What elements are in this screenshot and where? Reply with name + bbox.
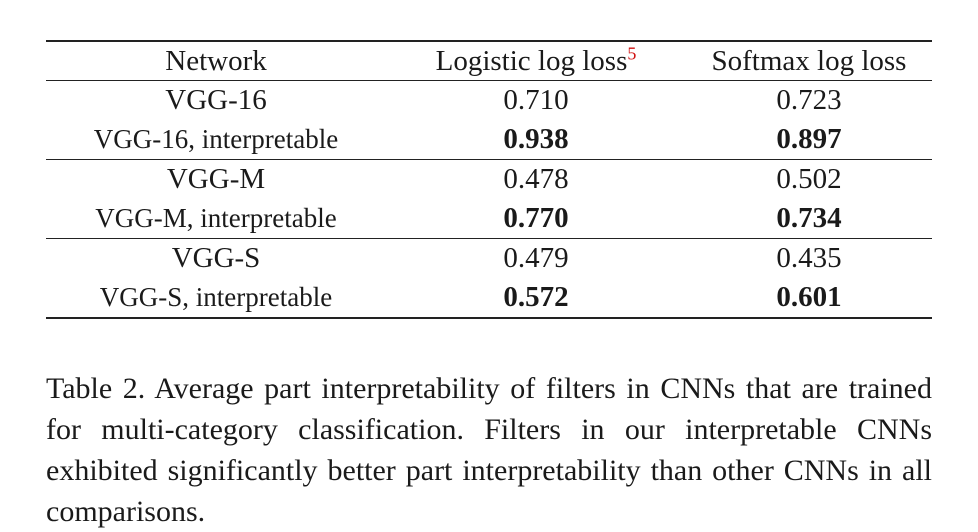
table-row: VGG-S, interpretable 0.572 0.601 [46, 278, 932, 318]
cell-network: VGG-S, interpretable [99, 282, 333, 312]
table-header: Network Logistic log loss5 Softmax log l… [46, 41, 932, 81]
cell-network: VGG-M [166, 163, 266, 195]
header-row: Network Logistic log loss5 Softmax log l… [46, 41, 932, 81]
cell-softmax: 0.723 [776, 84, 842, 116]
results-table-container: Network Logistic log loss5 Softmax log l… [46, 40, 932, 319]
cell-logistic: 0.572 [503, 281, 569, 313]
cell-logistic: 0.770 [386, 199, 686, 239]
header-logistic-cell: Logistic log loss5 [386, 41, 686, 81]
header-network: Network [46, 41, 386, 81]
cell-logistic: 0.710 [503, 84, 569, 116]
results-table: Network Logistic log loss5 Softmax log l… [46, 40, 932, 319]
cell-logistic: 0.479 [503, 242, 569, 274]
header-softmax: Softmax log loss [686, 41, 932, 81]
header-logistic: Logistic log loss [435, 44, 628, 77]
table-caption: Table 2. Average part interpretability o… [46, 372, 932, 528]
cell-logistic: 0.478 [503, 163, 569, 195]
table-row: VGG-M 0.478 0.502 [46, 160, 932, 200]
cell-softmax: 0.435 [776, 242, 842, 274]
table-row: VGG-S 0.479 0.435 [46, 239, 932, 279]
footnote-marker[interactable]: 5 [627, 42, 637, 63]
cell-network: VGG-S [171, 242, 261, 274]
table-body: VGG-16 0.710 0.723 VGG-16, interpretable… [46, 81, 932, 319]
cell-softmax: 0.502 [776, 163, 842, 195]
table-row: VGG-16 0.710 0.723 [46, 81, 932, 121]
cell-softmax: 0.734 [686, 199, 932, 239]
cell-logistic: 0.938 [386, 120, 686, 160]
cell-softmax: 0.601 [776, 281, 842, 313]
table-row: VGG-16, interpretable 0.938 0.897 [46, 120, 932, 160]
cell-network: VGG-M, interpretable [46, 199, 386, 239]
cell-network: VGG-16, interpretable [46, 120, 386, 160]
cell-softmax: 0.897 [686, 120, 932, 160]
table-row: VGG-M, interpretable 0.770 0.734 [46, 199, 932, 239]
cell-network: VGG-16 [165, 84, 267, 116]
